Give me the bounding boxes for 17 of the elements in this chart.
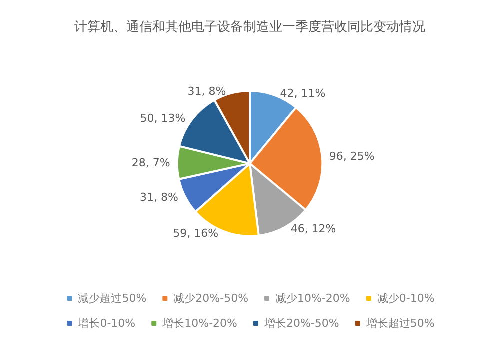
legend-label: 减少10%-20% — [276, 292, 350, 305]
data-label: 96, 25% — [329, 150, 375, 164]
data-label: 50, 13% — [140, 112, 186, 125]
data-label: 31, 8% — [140, 191, 178, 204]
data-label: 28, 7% — [132, 156, 170, 170]
data-label: 46, 12% — [290, 222, 336, 236]
legend-label: 减少20%-50% — [174, 292, 249, 305]
legend-label: 增长0-10% — [77, 317, 136, 330]
legend-label: 减少超过50% — [78, 292, 147, 305]
data-label: 42, 11% — [280, 86, 326, 100]
data-label: 31, 8% — [188, 84, 226, 98]
legend-label: 增长10%-20% — [162, 317, 238, 330]
data-label: 59, 16% — [173, 227, 219, 240]
legend-label: 减少0-10% — [377, 292, 435, 305]
legend-label: 增长超过50% — [365, 317, 435, 330]
legend-label: 增长20%-50% — [263, 317, 340, 330]
chart-title: 计算机、通信和其他电子设备制造业一季度营收同比变动情况 — [74, 19, 426, 35]
